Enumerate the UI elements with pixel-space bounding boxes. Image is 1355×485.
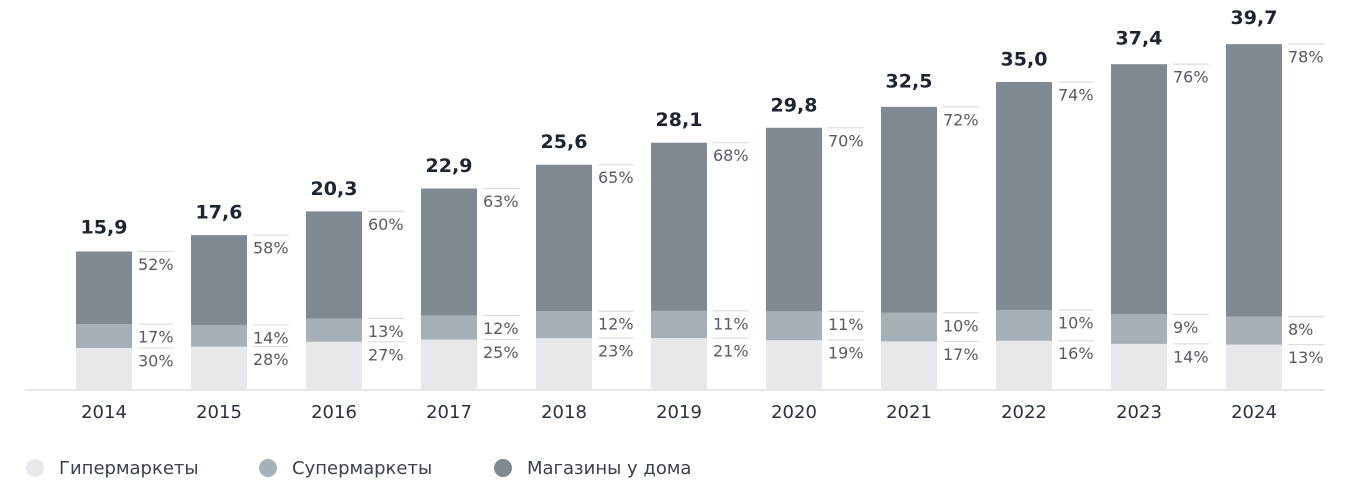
segment-label: 10% bbox=[1058, 313, 1094, 332]
bar-segment bbox=[1226, 344, 1282, 390]
bar-segment bbox=[76, 251, 132, 325]
legend-marker bbox=[26, 459, 44, 477]
bar-segment bbox=[881, 106, 937, 313]
segment-label: 21% bbox=[713, 342, 749, 361]
total-label: 29,8 bbox=[771, 94, 818, 116]
segment-label: 60% bbox=[368, 215, 404, 234]
segment-label: 14% bbox=[1173, 347, 1209, 366]
total-label: 20,3 bbox=[311, 178, 358, 200]
x-tick-label: 2015 bbox=[196, 402, 242, 423]
x-tick-label: 2020 bbox=[771, 402, 817, 423]
bar-segment bbox=[996, 82, 1052, 310]
segment-label: 23% bbox=[598, 342, 634, 361]
total-label: 37,4 bbox=[1116, 27, 1163, 49]
bar-segment bbox=[421, 339, 477, 390]
segment-label: 8% bbox=[1288, 320, 1313, 339]
segment-label: 11% bbox=[828, 315, 864, 334]
legend-marker bbox=[494, 459, 512, 477]
bar-segment bbox=[651, 310, 707, 339]
bar-segment bbox=[536, 311, 592, 339]
segment-label: 28% bbox=[253, 350, 289, 369]
bar-segment bbox=[766, 311, 822, 341]
segment-label: 19% bbox=[828, 344, 864, 363]
segment-label: 13% bbox=[1288, 348, 1324, 367]
bar-segment bbox=[191, 235, 247, 325]
segment-label: 70% bbox=[828, 131, 864, 150]
segment-label: 30% bbox=[138, 352, 174, 371]
segment-label: 76% bbox=[1173, 68, 1209, 87]
segment-label: 27% bbox=[368, 345, 404, 364]
bar-segment bbox=[191, 346, 247, 390]
segment-label: 11% bbox=[713, 314, 749, 333]
segment-label: 10% bbox=[943, 316, 979, 335]
segment-label: 17% bbox=[943, 345, 979, 364]
bar-segment bbox=[536, 338, 592, 390]
total-label: 15,9 bbox=[81, 217, 128, 239]
bar-segment bbox=[881, 312, 937, 342]
legend-marker bbox=[259, 459, 277, 477]
segment-label: 63% bbox=[483, 192, 519, 211]
bar-segment bbox=[1111, 343, 1167, 390]
bar-segment bbox=[76, 348, 132, 390]
bar-segment bbox=[881, 341, 937, 390]
legend-label: Магазины у дома bbox=[527, 458, 691, 479]
x-tick-label: 2023 bbox=[1116, 402, 1162, 423]
x-tick-label: 2021 bbox=[886, 402, 932, 423]
bar-segment bbox=[76, 324, 132, 349]
segment-label: 14% bbox=[253, 328, 289, 347]
segment-label: 17% bbox=[138, 328, 174, 347]
segment-label: 52% bbox=[138, 255, 174, 274]
bar-segment bbox=[306, 211, 362, 319]
total-label: 28,1 bbox=[656, 109, 703, 131]
segment-label: 72% bbox=[943, 110, 979, 129]
legend-label: Гипермаркеты bbox=[59, 458, 199, 479]
bar-segment bbox=[766, 127, 822, 312]
bar-segment bbox=[996, 309, 1052, 341]
segment-label: 13% bbox=[368, 322, 404, 341]
x-tick-label: 2024 bbox=[1231, 402, 1277, 423]
total-label: 39,7 bbox=[1231, 7, 1278, 29]
x-tick-label: 2017 bbox=[426, 402, 472, 423]
total-label: 17,6 bbox=[196, 202, 243, 224]
bar-segment bbox=[536, 164, 592, 312]
bar-segment bbox=[1226, 44, 1282, 317]
bar-segment bbox=[651, 338, 707, 390]
segment-label: 65% bbox=[598, 168, 634, 187]
segment-label: 68% bbox=[713, 146, 749, 165]
bar-segment bbox=[421, 315, 477, 340]
x-tick-label: 2018 bbox=[541, 402, 587, 423]
total-label: 25,6 bbox=[541, 131, 588, 153]
bar-segment bbox=[1111, 64, 1167, 315]
x-tick-label: 2022 bbox=[1001, 402, 1047, 423]
bar-segment bbox=[421, 188, 477, 316]
bar-segment bbox=[651, 142, 707, 311]
segment-label: 12% bbox=[598, 315, 634, 334]
bar-segment bbox=[1226, 316, 1282, 345]
x-tick-label: 2016 bbox=[311, 402, 357, 423]
x-tick-label: 2019 bbox=[656, 402, 702, 423]
segment-label: 58% bbox=[253, 239, 289, 258]
segment-label: 9% bbox=[1173, 318, 1198, 337]
total-label: 22,9 bbox=[426, 155, 473, 177]
bar-segment bbox=[306, 318, 362, 342]
total-label: 35,0 bbox=[1001, 49, 1048, 71]
bar-segment bbox=[191, 324, 247, 347]
segment-label: 74% bbox=[1058, 86, 1094, 105]
bar-segment bbox=[1111, 314, 1167, 344]
segment-label: 12% bbox=[483, 319, 519, 338]
segment-label: 16% bbox=[1058, 344, 1094, 363]
bar-segment bbox=[306, 341, 362, 390]
bar-segment bbox=[996, 340, 1052, 390]
x-tick-label: 2014 bbox=[81, 402, 127, 423]
bar-segment bbox=[766, 340, 822, 390]
legend-label: Супермаркеты bbox=[292, 458, 432, 479]
segment-label: 25% bbox=[483, 343, 519, 362]
segment-label: 78% bbox=[1288, 48, 1324, 67]
total-label: 32,5 bbox=[886, 71, 933, 93]
